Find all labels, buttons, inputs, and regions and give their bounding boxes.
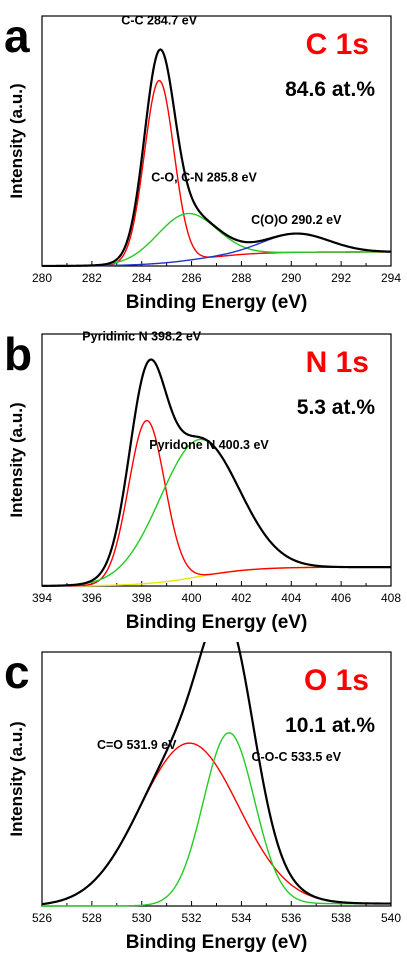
x-tick-label: 408	[381, 591, 401, 605]
y-axis-label: Intensity (a.u.)	[7, 402, 26, 517]
panel-letter: c	[4, 646, 30, 698]
x-tick-label: 286	[182, 271, 202, 285]
peak-annotation: Pyridone N 400.3 eV	[149, 438, 269, 452]
envelope-curve	[41, 358, 391, 587]
panel-b: 394 396 398 400 402 404 406 408 Binding Energy (…	[0, 322, 407, 642]
x-tick-label: 400	[182, 591, 202, 605]
x-tick-label: 288	[231, 271, 251, 285]
x-tick-label: 284	[132, 271, 152, 285]
x-tick-label: 404	[281, 591, 301, 605]
x-tick-label: 532	[182, 911, 202, 925]
chart-c: 526 528 530 532 534 536 538 540 Binding Energy (…	[4, 642, 401, 953]
x-tick-label: 396	[82, 591, 102, 605]
envelope-curve	[42, 48, 392, 268]
chart-b: 394 396 398 400 402 404 406 408 Binding Energy (…	[4, 328, 401, 633]
x-tick-label: 398	[132, 591, 152, 605]
x-tick-label: 290	[281, 271, 301, 285]
x-tick-label: 538	[331, 911, 351, 925]
peak-annotation: Pyridinic N 398.2 eV	[82, 329, 201, 343]
panel-letter: a	[4, 10, 30, 62]
fit-component-green	[42, 732, 391, 907]
x-axis-label: Binding Energy (eV)	[126, 292, 308, 313]
x-tick-label: 534	[231, 911, 251, 925]
x-tick-label: 292	[331, 271, 351, 285]
x-axis-label: Binding Energy (eV)	[126, 612, 308, 633]
peak-annotation: C-C 284.7 eV	[121, 14, 197, 28]
peak-annotation: C=O 531.9 eV	[97, 738, 177, 752]
peak-annotation: C-O-C 533.5 eV	[251, 750, 341, 764]
x-tick-label: 402	[231, 591, 251, 605]
x-tick-label: 280	[32, 271, 52, 285]
x-tick-label: 282	[82, 271, 102, 285]
fit-component-blue	[42, 232, 392, 267]
y-axis-label: Intensity (a.u.)	[7, 721, 26, 836]
x-tick-label: 406	[331, 591, 351, 605]
x-tick-label: 540	[381, 911, 401, 925]
chart-a: 280 282 284 286 288 290 292 294 Binding Energy (…	[4, 10, 401, 313]
peak-annotation: C(O)O 290.2 eV	[251, 213, 342, 227]
x-tick-label: 530	[132, 911, 152, 925]
element-label: C 1s	[306, 28, 369, 61]
panel-a: 280 282 284 286 288 290 292 294 Binding Energy (…	[0, 0, 407, 322]
atomic-percent: 5.3 at.%	[297, 396, 376, 419]
peak-annotation: C-O, C-N 285.8 eV	[151, 171, 257, 185]
x-tick-label: 536	[281, 911, 301, 925]
element-label: O 1s	[304, 664, 369, 697]
x-axis-label: Binding Energy (eV)	[126, 932, 308, 953]
element-label: N 1s	[306, 346, 369, 379]
y-axis-label: Intensity (a.u.)	[7, 83, 26, 198]
x-tick-label: 528	[82, 911, 102, 925]
x-tick-label: 294	[381, 271, 401, 285]
panel-letter: b	[4, 328, 32, 380]
atomic-percent: 84.6 at.%	[285, 78, 375, 101]
x-tick-label: 526	[32, 911, 52, 925]
panel-c: 526 528 530 532 534 536 538 540 Binding Energy (…	[0, 642, 407, 962]
envelope-curve	[41, 642, 391, 906]
fit-component-green	[41, 438, 391, 587]
atomic-percent: 10.1 at.%	[285, 714, 375, 737]
x-tick-label: 394	[32, 591, 52, 605]
